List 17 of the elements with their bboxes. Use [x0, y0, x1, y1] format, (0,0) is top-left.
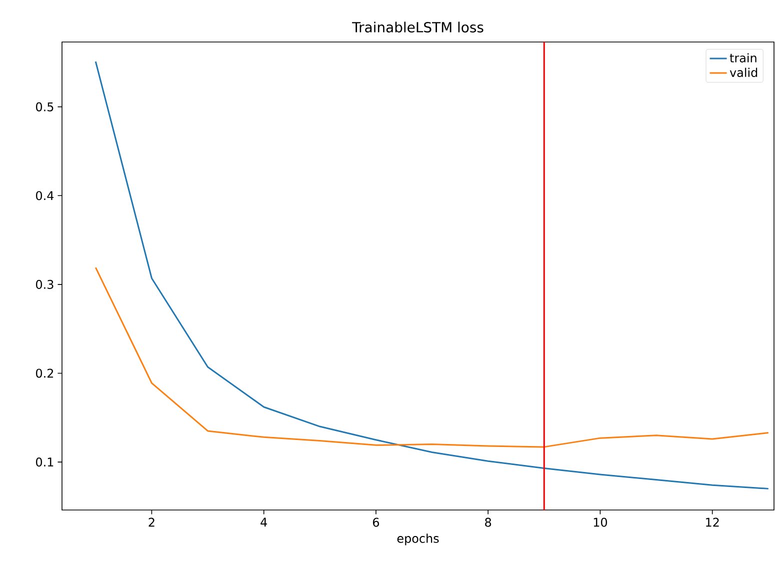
- y-tick-label: 0.1: [36, 458, 54, 467]
- y-tick-label: 0.2: [36, 368, 54, 378]
- x-axis-title: epochs: [397, 534, 439, 546]
- line-series: [94, 60, 770, 490]
- x-tick-label: 4: [260, 518, 267, 526]
- chart-title: TrainableLSTM loss: [352, 22, 484, 33]
- x-tick-label: 2: [148, 518, 154, 527]
- legend-label: valid: [730, 68, 758, 78]
- x-tick-label: 12: [706, 518, 719, 527]
- x-tick-label: 10: [594, 518, 608, 527]
- y-tick-label: 0.4: [36, 191, 54, 200]
- x-tick-label: 6: [372, 518, 380, 527]
- y-tick-label: 0.3: [36, 280, 54, 289]
- y-tick-label: 0.5: [36, 102, 54, 112]
- x-tick-label: 8: [485, 518, 492, 527]
- legend-label: train: [730, 53, 756, 62]
- line-series: [94, 266, 770, 448]
